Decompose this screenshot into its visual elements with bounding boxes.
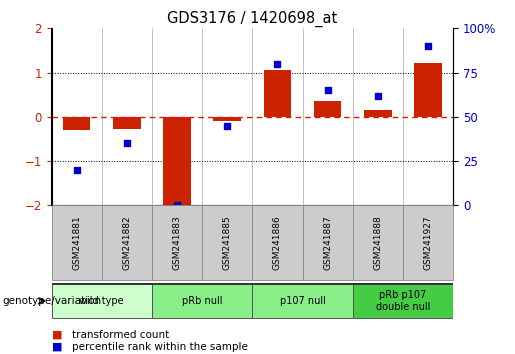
- FancyBboxPatch shape: [303, 205, 353, 280]
- Text: pRb p107
double null: pRb p107 double null: [376, 290, 430, 312]
- Title: GDS3176 / 1420698_at: GDS3176 / 1420698_at: [167, 11, 337, 27]
- FancyBboxPatch shape: [52, 284, 152, 318]
- FancyBboxPatch shape: [152, 205, 202, 280]
- FancyBboxPatch shape: [353, 284, 453, 318]
- Point: [123, 141, 131, 146]
- Bar: [364, 110, 392, 117]
- Bar: [63, 117, 91, 130]
- Bar: [213, 117, 241, 121]
- Text: transformed count: transformed count: [72, 330, 169, 339]
- Text: pRb null: pRb null: [182, 296, 222, 306]
- FancyBboxPatch shape: [252, 284, 353, 318]
- Point: [223, 123, 231, 129]
- FancyBboxPatch shape: [353, 205, 403, 280]
- Text: genotype/variation: genotype/variation: [3, 296, 101, 306]
- Text: GSM241927: GSM241927: [424, 215, 433, 270]
- Point: [273, 61, 282, 67]
- FancyBboxPatch shape: [403, 205, 453, 280]
- Text: GSM241887: GSM241887: [323, 215, 332, 270]
- Point: [374, 93, 382, 98]
- Text: wild type: wild type: [79, 296, 124, 306]
- Bar: [264, 70, 291, 117]
- Text: GSM241886: GSM241886: [273, 215, 282, 270]
- Bar: [163, 117, 191, 205]
- FancyBboxPatch shape: [152, 284, 252, 318]
- Text: GSM241883: GSM241883: [173, 215, 181, 270]
- Text: GSM241888: GSM241888: [373, 215, 382, 270]
- Text: percentile rank within the sample: percentile rank within the sample: [72, 342, 248, 352]
- FancyBboxPatch shape: [252, 205, 303, 280]
- Point: [73, 167, 81, 173]
- Text: ■: ■: [52, 330, 62, 339]
- Point: [323, 87, 332, 93]
- FancyBboxPatch shape: [202, 205, 252, 280]
- Point: [424, 43, 432, 49]
- Bar: [314, 101, 341, 117]
- Point: [173, 202, 181, 208]
- FancyBboxPatch shape: [102, 205, 152, 280]
- Text: p107 null: p107 null: [280, 296, 325, 306]
- FancyBboxPatch shape: [52, 205, 102, 280]
- Bar: [113, 117, 141, 129]
- Text: GSM241885: GSM241885: [223, 215, 232, 270]
- Text: GSM241881: GSM241881: [72, 215, 81, 270]
- Text: ■: ■: [52, 342, 62, 352]
- Text: GSM241882: GSM241882: [123, 215, 131, 270]
- Bar: [414, 63, 442, 117]
